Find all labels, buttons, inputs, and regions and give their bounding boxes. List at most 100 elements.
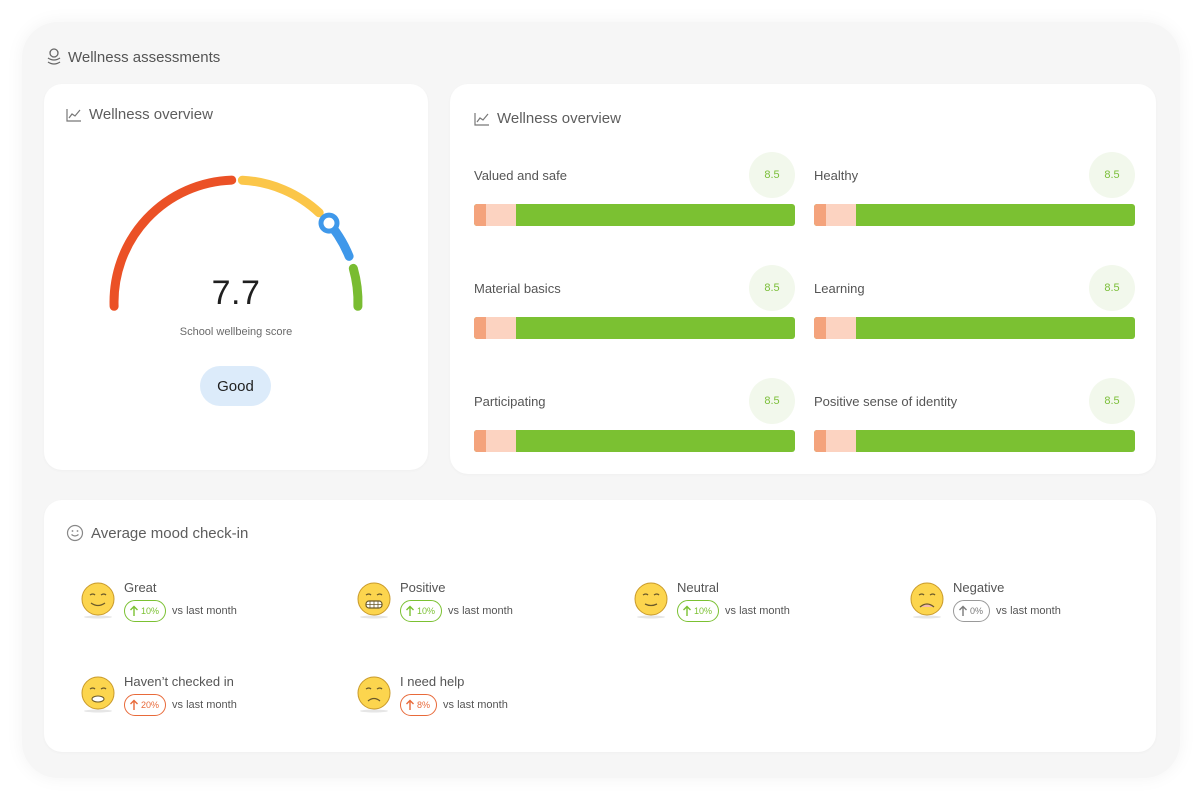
change-value: 0% <box>970 606 984 616</box>
metric-label: Learning <box>814 281 865 296</box>
change-value: 10% <box>141 606 160 616</box>
sleepy-face-icon <box>80 676 116 713</box>
metric-score-badge: 8.5 <box>1089 265 1135 311</box>
wellness-metric: Learning 8.5 <box>814 265 1135 345</box>
arrow-up-icon <box>682 605 692 617</box>
vs-last-month: vs last month <box>448 605 513 617</box>
change-value: 10% <box>694 606 713 616</box>
metric-progress-bar <box>814 204 1135 226</box>
metric-label: Participating <box>474 394 546 409</box>
gauge-arc-red <box>109 175 237 311</box>
metric-progress-bar <box>814 430 1135 452</box>
mood-item: Great 10% vs last month <box>80 580 320 630</box>
mood-name: Negative <box>953 580 1005 595</box>
change-chip: 10% <box>124 600 167 622</box>
metric-label: Positive sense of identity <box>814 394 958 409</box>
sad-face-icon <box>909 582 945 619</box>
mood-item: Haven’t checked in 20% vs last month <box>80 674 320 724</box>
mood-change: 10% vs last month <box>124 600 237 622</box>
arrow-up-icon <box>129 699 139 711</box>
wellness-metric: Healthy 8.5 <box>814 152 1135 232</box>
bar-segment-mid <box>486 430 516 452</box>
mood-change: 0% vs last month <box>953 600 1061 622</box>
change-value: 20% <box>141 700 160 710</box>
mood-name: Positive <box>400 580 446 595</box>
wellbeing-score-label: School wellbeing score <box>179 326 293 338</box>
metric-score-badge: 8.5 <box>749 378 795 424</box>
bar-segment-low <box>474 204 486 226</box>
mood-item: Positive 10% vs last month <box>356 580 596 630</box>
metric-label: Valued and safe <box>474 168 567 183</box>
change-value: 10% <box>417 606 436 616</box>
metric-score-badge: 8.5 <box>749 152 795 198</box>
crying-face-icon <box>356 676 392 713</box>
section-title: Wellness assessments <box>68 48 221 66</box>
arrow-up-icon <box>405 605 415 617</box>
gauge-marker <box>318 212 340 234</box>
wellness-metric: Material basics 8.5 <box>474 265 795 345</box>
stacked-coins-icon <box>46 48 62 66</box>
bar-segment-mid <box>486 204 516 226</box>
metric-progress-bar <box>474 430 795 452</box>
neutral-face-icon <box>633 582 669 619</box>
mood-card-title: Average mood check-in <box>91 524 249 542</box>
bar-segment-mid <box>486 317 516 339</box>
mood-card-header: Average mood check-in <box>66 524 248 542</box>
gauge-arc-green <box>348 263 363 311</box>
line-chart-icon <box>66 108 82 122</box>
mood-change: 8% vs last month <box>400 694 508 716</box>
change-value: 8% <box>417 700 431 710</box>
wellness-metric: Valued and safe 8.5 <box>474 152 795 232</box>
arrow-up-icon <box>129 605 139 617</box>
smiley-icon <box>66 524 84 542</box>
gauge-card-title: Wellness overview <box>89 106 213 123</box>
change-chip: 10% <box>400 600 443 622</box>
mood-change: 10% vs last month <box>677 600 790 622</box>
mood-name: Great <box>124 580 157 595</box>
wellbeing-score: 7.7 <box>211 274 261 312</box>
wellbeing-gauge-card: Wellness overview 7.7 School wellbeing s… <box>44 84 428 470</box>
gauge-arc-yellow <box>237 175 324 218</box>
rating-badge: Good <box>200 366 271 406</box>
mood-checkin-card: Average mood check-in Great 10% vs last mo… <box>44 500 1156 752</box>
vs-last-month: vs last month <box>996 605 1061 617</box>
change-chip: 20% <box>124 694 167 716</box>
wellness-bars-card: Wellness overview Valued and safe 8.5 Heal… <box>450 84 1156 474</box>
metric-score-badge: 8.5 <box>1089 152 1135 198</box>
metric-label: Healthy <box>814 168 859 183</box>
arrow-up-icon <box>958 605 968 617</box>
bar-segment-mid <box>826 430 856 452</box>
smiling-face-icon <box>80 582 116 619</box>
vs-last-month: vs last month <box>443 699 508 711</box>
metric-score-badge: 8.5 <box>1089 378 1135 424</box>
mood-change: 20% vs last month <box>124 694 237 716</box>
metric-progress-bar <box>814 317 1135 339</box>
bar-segment-mid <box>826 317 856 339</box>
arrow-up-icon <box>405 699 415 711</box>
bar-segment-low <box>814 317 826 339</box>
bar-segment-low <box>814 204 826 226</box>
metric-progress-bar <box>474 317 795 339</box>
bar-segment-low <box>474 317 486 339</box>
mood-item: I need help 8% vs last month <box>356 674 596 724</box>
vs-last-month: vs last month <box>172 699 237 711</box>
change-chip: 10% <box>677 600 720 622</box>
mood-name: Haven’t checked in <box>124 674 234 689</box>
mood-item: Neutral 10% vs last month <box>633 580 873 630</box>
gauge-card-header: Wellness overview <box>66 106 213 123</box>
bar-segment-mid <box>826 204 856 226</box>
bars-card-header: Wellness overview <box>474 110 621 127</box>
mood-change: 10% vs last month <box>400 600 513 622</box>
vs-last-month: vs last month <box>172 605 237 617</box>
metric-label: Material basics <box>474 281 561 296</box>
mood-item: Negative 0% vs last month <box>909 580 1149 630</box>
vs-last-month: vs last month <box>725 605 790 617</box>
mood-name: I need help <box>400 674 465 689</box>
metric-progress-bar <box>474 204 795 226</box>
bar-segment-low <box>474 430 486 452</box>
wellness-metric: Participating 8.5 <box>474 378 795 458</box>
bar-segment-low <box>814 430 826 452</box>
change-chip: 8% <box>400 694 438 716</box>
line-chart-icon <box>474 112 490 126</box>
wellbeing-gauge <box>109 175 363 311</box>
